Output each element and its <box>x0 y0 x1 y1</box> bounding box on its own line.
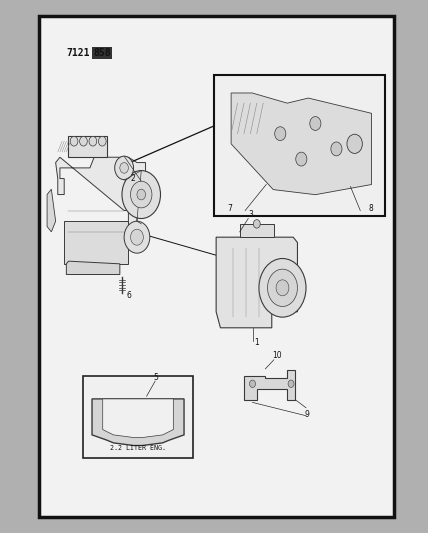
Circle shape <box>250 380 256 387</box>
Polygon shape <box>64 221 128 264</box>
Circle shape <box>275 127 286 141</box>
Polygon shape <box>66 261 120 274</box>
Text: 9: 9 <box>305 410 309 419</box>
Text: 3: 3 <box>248 211 253 220</box>
Circle shape <box>131 181 152 208</box>
Circle shape <box>70 136 78 146</box>
Polygon shape <box>68 136 107 157</box>
Circle shape <box>122 171 160 219</box>
Circle shape <box>137 189 146 200</box>
Circle shape <box>80 136 87 146</box>
Polygon shape <box>92 399 184 446</box>
Circle shape <box>253 220 260 228</box>
Bar <box>83 376 193 458</box>
Text: 858: 858 <box>93 48 111 58</box>
Circle shape <box>347 134 363 154</box>
Circle shape <box>259 259 306 317</box>
Polygon shape <box>231 93 372 195</box>
Polygon shape <box>56 157 146 232</box>
Text: 6: 6 <box>126 292 131 301</box>
Polygon shape <box>47 189 56 232</box>
Text: 8: 8 <box>368 204 373 213</box>
Polygon shape <box>103 399 173 438</box>
Polygon shape <box>240 224 274 237</box>
Circle shape <box>310 117 321 131</box>
Circle shape <box>331 142 342 156</box>
Text: 1: 1 <box>255 338 259 348</box>
Circle shape <box>288 380 294 387</box>
Circle shape <box>89 136 97 146</box>
Circle shape <box>131 229 143 245</box>
Circle shape <box>276 280 289 296</box>
Text: 2.2 LITER ENG.: 2.2 LITER ENG. <box>110 446 166 451</box>
Text: 5: 5 <box>153 373 158 382</box>
Circle shape <box>98 136 106 146</box>
Circle shape <box>115 156 134 180</box>
Bar <box>39 16 394 517</box>
Text: 7121: 7121 <box>66 48 90 58</box>
Circle shape <box>124 221 150 253</box>
Text: 2: 2 <box>131 174 135 183</box>
Polygon shape <box>216 237 297 328</box>
Circle shape <box>120 163 128 173</box>
Bar <box>214 75 385 216</box>
Circle shape <box>296 152 307 166</box>
Text: 10: 10 <box>272 351 281 360</box>
Polygon shape <box>244 370 295 400</box>
Text: 7: 7 <box>227 204 232 213</box>
Circle shape <box>268 269 297 306</box>
